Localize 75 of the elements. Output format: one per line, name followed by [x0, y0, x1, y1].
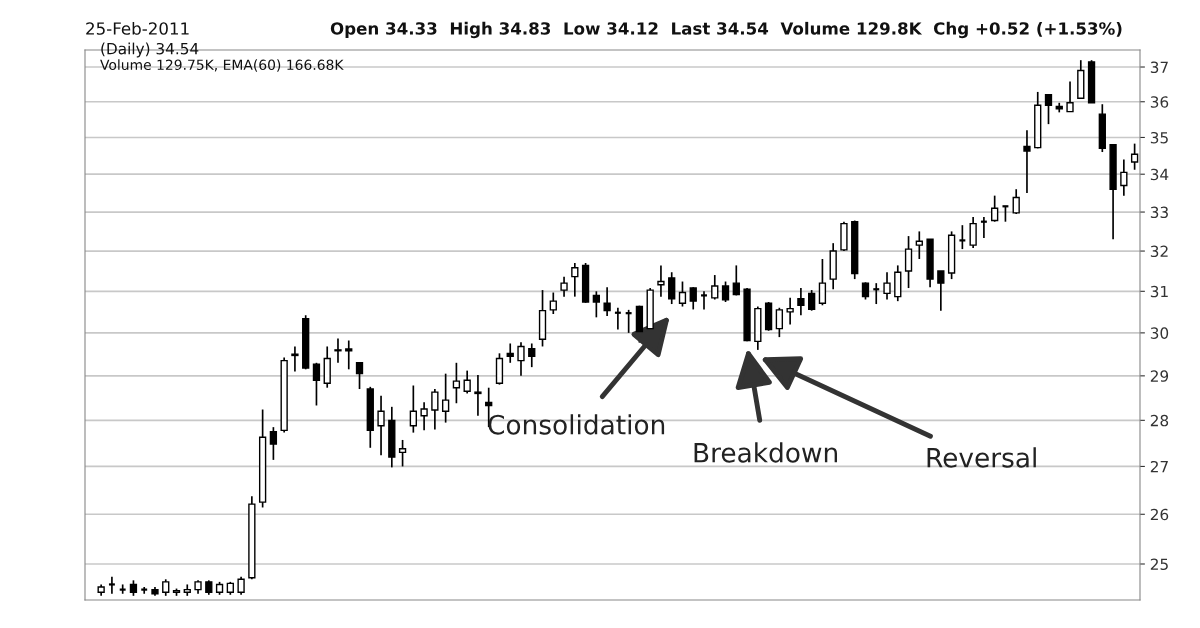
candlestick	[668, 271, 676, 305]
y-tick-label: 37	[1150, 61, 1168, 74]
candlestick	[1130, 142, 1139, 171]
annotation: (Daily) 34.54	[101, 42, 199, 58]
candlestick	[355, 361, 364, 390]
candlestick	[409, 384, 417, 434]
y-tick-label: 30	[1150, 327, 1169, 339]
candlestick	[818, 258, 827, 307]
y-tick-label: 29	[1150, 370, 1169, 382]
candlestick	[797, 287, 805, 317]
candlestick	[808, 289, 816, 312]
text: 25-Feb-2011	[86, 21, 189, 35]
y-tick-label: 28	[1150, 414, 1169, 427]
annotation: Breakdown	[694, 442, 838, 463]
candlestick	[1044, 93, 1053, 125]
candlestick	[883, 271, 891, 301]
y-tick-label: 35	[1150, 131, 1168, 144]
candlestick	[560, 275, 568, 298]
candlestick	[711, 274, 719, 301]
candlestick	[689, 286, 697, 311]
candlestick	[603, 286, 611, 317]
candlestick	[474, 374, 482, 417]
candlestick	[1012, 188, 1020, 215]
candlestick	[237, 575, 245, 596]
candlestick	[904, 235, 913, 289]
candlestick	[420, 401, 428, 432]
candlestick	[1023, 129, 1031, 194]
candlestick	[732, 264, 740, 297]
candlestick	[377, 394, 385, 457]
candlestick	[269, 426, 278, 461]
candlestick	[979, 216, 988, 239]
candlestick	[291, 345, 299, 373]
candlestick	[678, 280, 687, 308]
candlestick	[549, 291, 557, 315]
candlestick	[592, 290, 601, 319]
y-tick-label: 26	[1150, 508, 1169, 521]
candlestick	[506, 342, 514, 364]
candlestick	[613, 306, 622, 331]
candlestick	[517, 341, 525, 377]
candlestick	[657, 264, 665, 298]
candlestick	[528, 342, 536, 368]
annotation: Reversal	[927, 447, 1036, 468]
candlestick	[312, 361, 321, 407]
annotation: Volume 129.75K, EMA(60) 166.68K	[100, 59, 344, 72]
candlestick	[786, 297, 794, 326]
candlestick	[571, 262, 579, 298]
candlestick	[1120, 158, 1128, 197]
candlestick	[624, 309, 633, 334]
candlestick	[915, 230, 923, 260]
y-tick-label: 31	[1150, 285, 1168, 298]
y-tick-label: 34	[1150, 168, 1169, 181]
candlestick	[937, 270, 945, 312]
y-tick-label: 33	[1150, 206, 1168, 219]
text: Open 34.33 High 34.83 Low 34.12 Last 34.54 Volume 129.8K Chg +0.52 (+1.53%)	[330, 21, 1122, 39]
annotation: Consolidation	[488, 414, 665, 435]
candlestick	[721, 280, 730, 303]
candlestick	[775, 306, 784, 338]
candlestick	[398, 439, 407, 468]
y-tick-label: 27	[1150, 460, 1168, 473]
candlestick	[441, 372, 450, 424]
candlestick	[334, 337, 342, 364]
candlestick	[969, 216, 977, 249]
candlestick	[452, 361, 461, 405]
y-tick-label: 36	[1150, 96, 1169, 108]
candlestick	[107, 575, 116, 595]
candlestick	[991, 194, 999, 223]
candlestick	[345, 339, 353, 371]
candlestick	[463, 369, 471, 395]
candlestick	[1066, 80, 1074, 113]
candlestick	[958, 224, 967, 250]
candlestick	[431, 388, 439, 431]
y-tick-label: 32	[1150, 245, 1168, 258]
candlestick	[699, 290, 709, 311]
candlestick	[872, 282, 881, 305]
y-tick-label: 25	[1150, 558, 1168, 571]
